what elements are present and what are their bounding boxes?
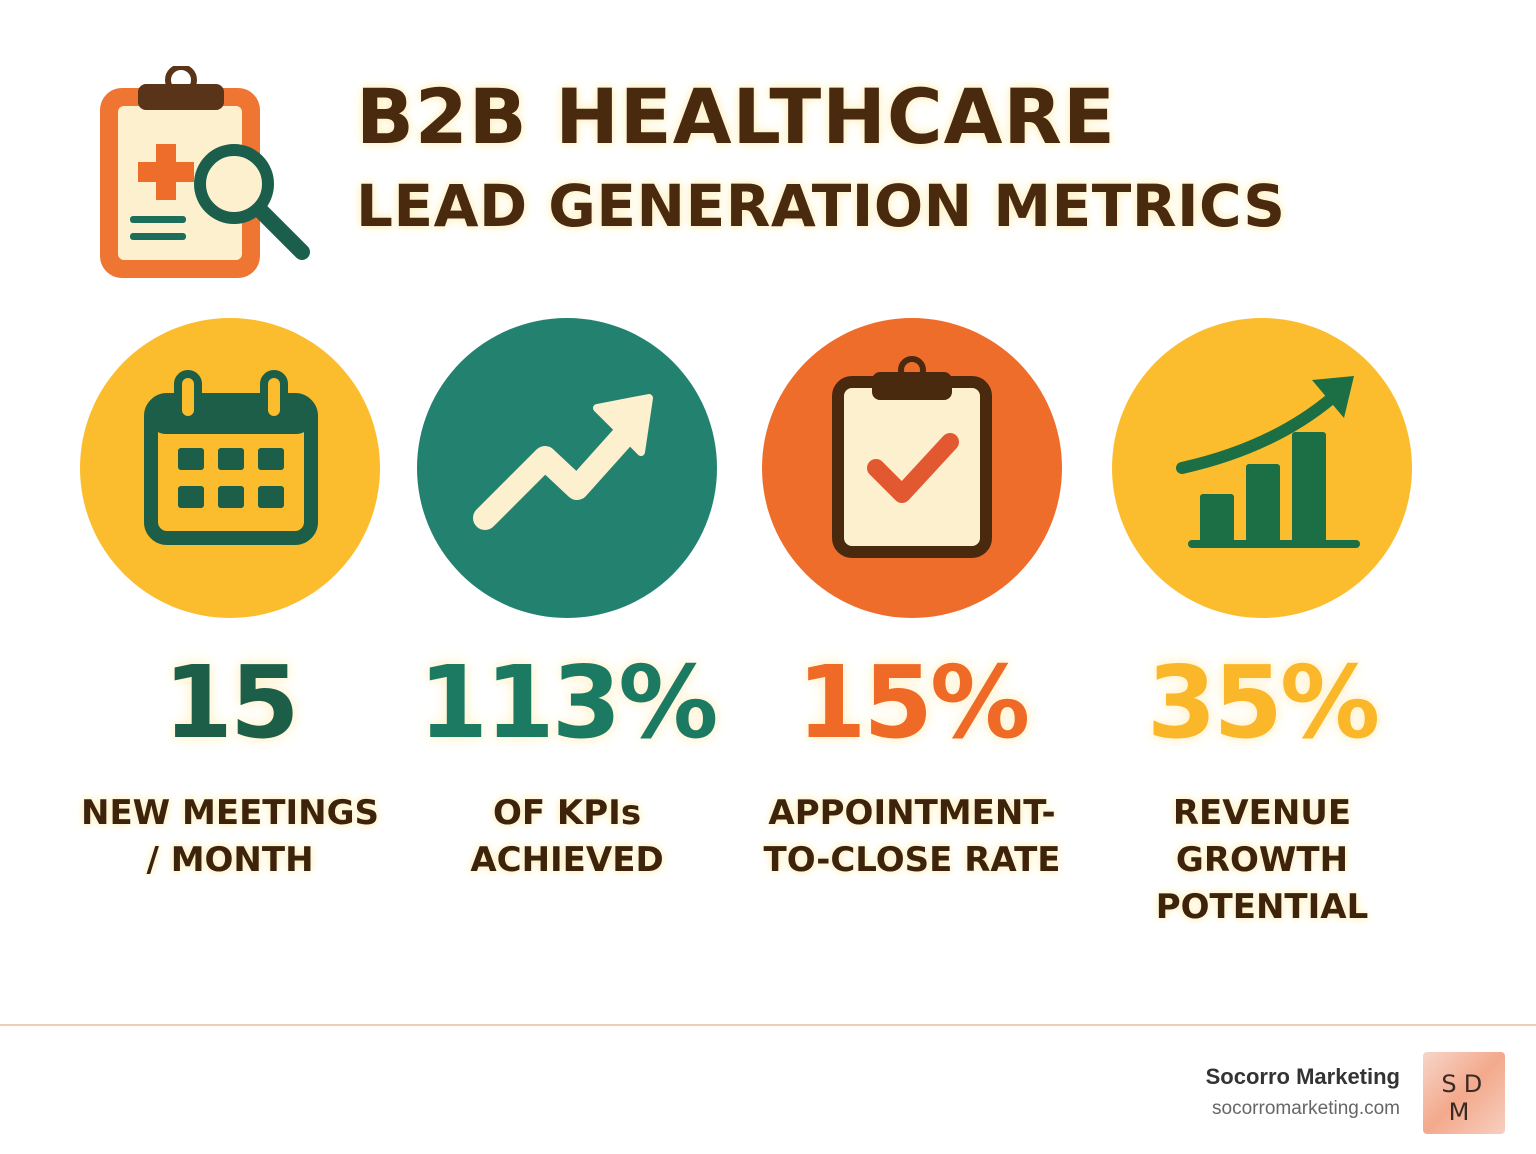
brand-logo: S D M <box>1423 1052 1505 1134</box>
calendar-icon <box>144 370 318 545</box>
metric-value: 35% <box>1146 644 1380 761</box>
clipboard-check-icon <box>832 356 992 558</box>
svg-text:S: S <box>1441 1070 1456 1098</box>
metric-label: OF KPIs ACHIEVED <box>397 790 737 884</box>
metric-label-line: GROWTH <box>1175 840 1349 880</box>
brand-name: Socorro Marketing <box>1205 1064 1400 1089</box>
metric-label: NEW MEETINGS / MONTH <box>60 790 400 884</box>
metric-circle <box>80 318 380 618</box>
svg-text:D: D <box>1464 1070 1482 1098</box>
brand-url: socorromarketing.com <box>1212 1098 1400 1119</box>
metric-card-kpis: 113% OF KPIs ACHIEVED <box>397 318 737 884</box>
metric-label: APPOINTMENT- TO-CLOSE RATE <box>742 790 1082 884</box>
footer-divider <box>0 1024 1536 1026</box>
metric-label-line: REVENUE <box>1172 793 1352 833</box>
metric-card-close-rate: 15% APPOINTMENT- TO-CLOSE RATE <box>742 318 1082 884</box>
metric-value: 15 <box>163 644 299 761</box>
metric-card-meetings: 15 NEW MEETINGS / MONTH <box>60 318 400 884</box>
metric-label-line: TO-CLOSE RATE <box>763 840 1061 880</box>
metric-value: 113% <box>418 644 719 761</box>
metric-label-line: POTENTIAL <box>1155 887 1369 927</box>
metric-label-line: OF KPIs <box>492 793 642 833</box>
clipboard-magnifier-icon <box>100 66 310 278</box>
metric-label: REVENUE GROWTH POTENTIAL <box>1092 790 1432 931</box>
metric-value: 15% <box>796 644 1030 761</box>
metric-circle <box>417 318 717 618</box>
page-subtitle: LEAD GENERATION METRICS <box>356 172 1286 240</box>
metric-label-line: / MONTH <box>146 840 314 880</box>
metric-circle <box>1112 318 1412 618</box>
trend-arrow-icon <box>473 394 653 530</box>
metric-label-line: ACHIEVED <box>470 840 664 880</box>
page-title: B2B HEALTHCARE <box>356 72 1116 161</box>
svg-text:M: M <box>1449 1098 1470 1126</box>
metric-circle <box>762 318 1062 618</box>
metric-card-revenue: 35% REVENUE GROWTH POTENTIAL <box>1092 318 1432 931</box>
metric-label-line: NEW MEETINGS <box>81 793 379 833</box>
bar-growth-icon <box>1176 376 1360 548</box>
metric-label-line: APPOINTMENT- <box>768 793 1056 833</box>
